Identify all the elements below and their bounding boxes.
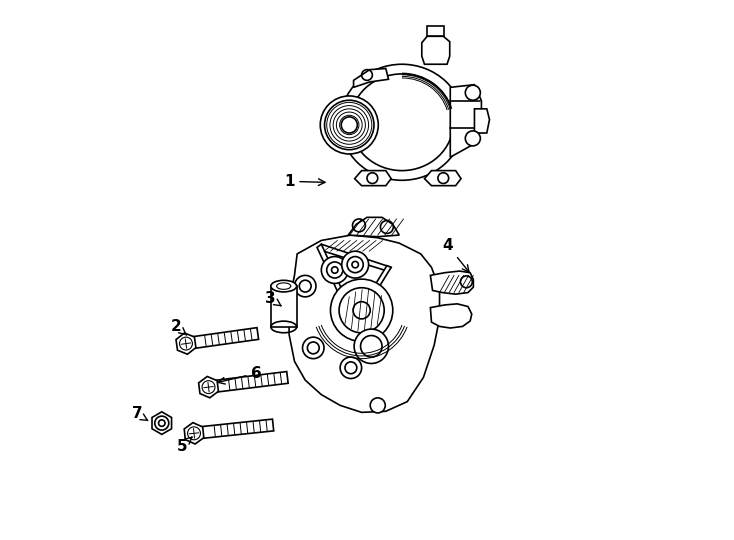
Polygon shape [424, 171, 461, 186]
Circle shape [370, 398, 385, 413]
Circle shape [354, 329, 388, 363]
Polygon shape [271, 286, 297, 327]
Polygon shape [317, 244, 343, 294]
Circle shape [321, 256, 348, 284]
Polygon shape [430, 271, 473, 294]
Polygon shape [430, 304, 472, 328]
Polygon shape [319, 244, 391, 271]
Polygon shape [354, 69, 388, 87]
Circle shape [340, 357, 362, 379]
Circle shape [465, 85, 480, 100]
Circle shape [302, 337, 324, 359]
Polygon shape [355, 171, 391, 186]
Polygon shape [193, 419, 274, 439]
Text: 5: 5 [176, 437, 192, 454]
Polygon shape [199, 376, 219, 398]
Polygon shape [422, 36, 450, 64]
Text: 7: 7 [132, 407, 148, 422]
Polygon shape [152, 412, 172, 434]
Ellipse shape [271, 280, 297, 292]
Circle shape [341, 117, 357, 133]
Polygon shape [176, 333, 196, 354]
Polygon shape [367, 266, 391, 300]
Text: 1: 1 [284, 174, 325, 189]
Polygon shape [474, 109, 490, 133]
Text: 3: 3 [265, 291, 281, 306]
Polygon shape [289, 235, 440, 413]
Circle shape [465, 131, 480, 146]
Circle shape [294, 275, 316, 297]
Polygon shape [185, 328, 258, 349]
Text: 2: 2 [171, 319, 186, 335]
Text: 4: 4 [443, 238, 469, 272]
Circle shape [320, 96, 378, 154]
Ellipse shape [340, 64, 464, 180]
Polygon shape [184, 423, 204, 444]
Circle shape [330, 279, 393, 341]
Text: 6: 6 [218, 366, 262, 384]
Polygon shape [208, 372, 288, 393]
Polygon shape [427, 25, 444, 36]
Circle shape [342, 251, 368, 278]
Polygon shape [450, 85, 482, 157]
Polygon shape [348, 218, 399, 237]
